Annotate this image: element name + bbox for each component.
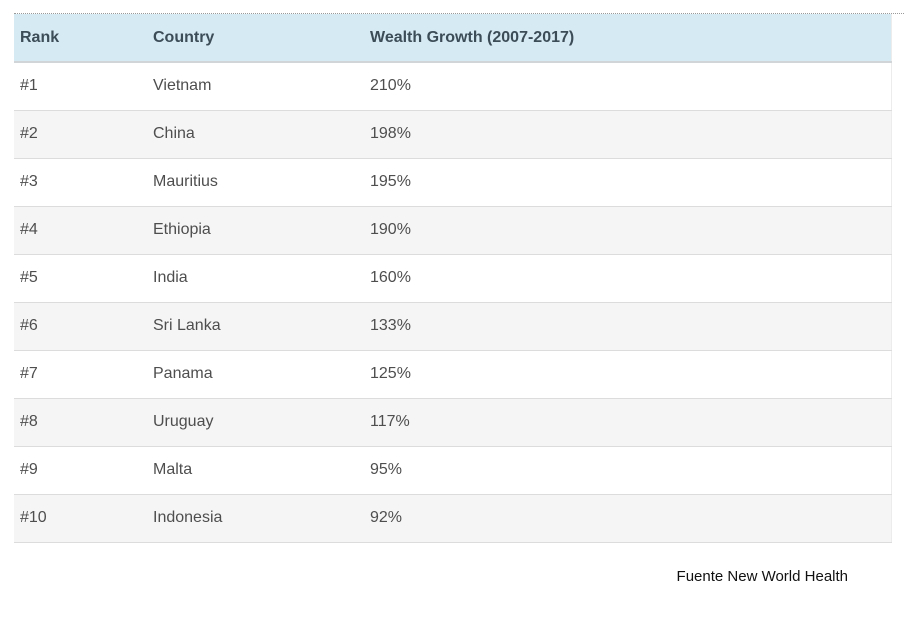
table-row: #9 Malta 95% [14,446,892,495]
country-cell: Mauritius [147,158,364,207]
country-cell: Vietnam [147,62,364,111]
country-cell: Malta [147,446,364,495]
country-cell: China [147,110,364,159]
country-cell: Panama [147,350,364,399]
table-row: #8 Uruguay 117% [14,398,892,447]
growth-cell: 95% [364,446,892,495]
rank-cell: #6 [14,302,147,351]
growth-cell: 125% [364,350,892,399]
rank-cell: #5 [14,254,147,303]
rank-cell: #10 [14,494,147,543]
rank-cell: #4 [14,206,147,255]
rank-cell: #3 [14,158,147,207]
table-header-row: Rank Country Wealth Growth (2007-2017) [14,14,892,63]
growth-cell: 195% [364,158,892,207]
growth-cell: 92% [364,494,892,543]
column-header-country: Country [147,14,364,63]
column-header-wealth-growth: Wealth Growth (2007-2017) [364,14,892,63]
country-cell: Indonesia [147,494,364,543]
growth-cell: 190% [364,206,892,255]
table-row: #4 Ethiopia 190% [14,206,892,255]
rank-cell: #9 [14,446,147,495]
country-cell: Uruguay [147,398,364,447]
country-cell: Sri Lanka [147,302,364,351]
growth-cell: 133% [364,302,892,351]
growth-cell: 210% [364,62,892,111]
table-row: #2 China 198% [14,110,892,159]
country-cell: India [147,254,364,303]
rank-cell: #1 [14,62,147,111]
table-row: #5 India 160% [14,254,892,303]
growth-cell: 198% [364,110,892,159]
table-row: #6 Sri Lanka 133% [14,302,892,351]
table-row: #1 Vietnam 210% [14,62,892,111]
table-row: #10 Indonesia 92% [14,494,892,543]
column-header-rank: Rank [14,14,147,63]
table-row: #3 Mauritius 195% [14,158,892,207]
source-caption: Fuente New World Health [676,567,848,585]
growth-cell: 117% [364,398,892,447]
rank-cell: #8 [14,398,147,447]
table-row: #7 Panama 125% [14,350,892,399]
wealth-table-container: Rank Country Wealth Growth (2007-2017) #… [14,13,904,543]
country-cell: Ethiopia [147,206,364,255]
rank-cell: #7 [14,350,147,399]
wealth-growth-table: Rank Country Wealth Growth (2007-2017) #… [14,14,892,543]
growth-cell: 160% [364,254,892,303]
rank-cell: #2 [14,110,147,159]
